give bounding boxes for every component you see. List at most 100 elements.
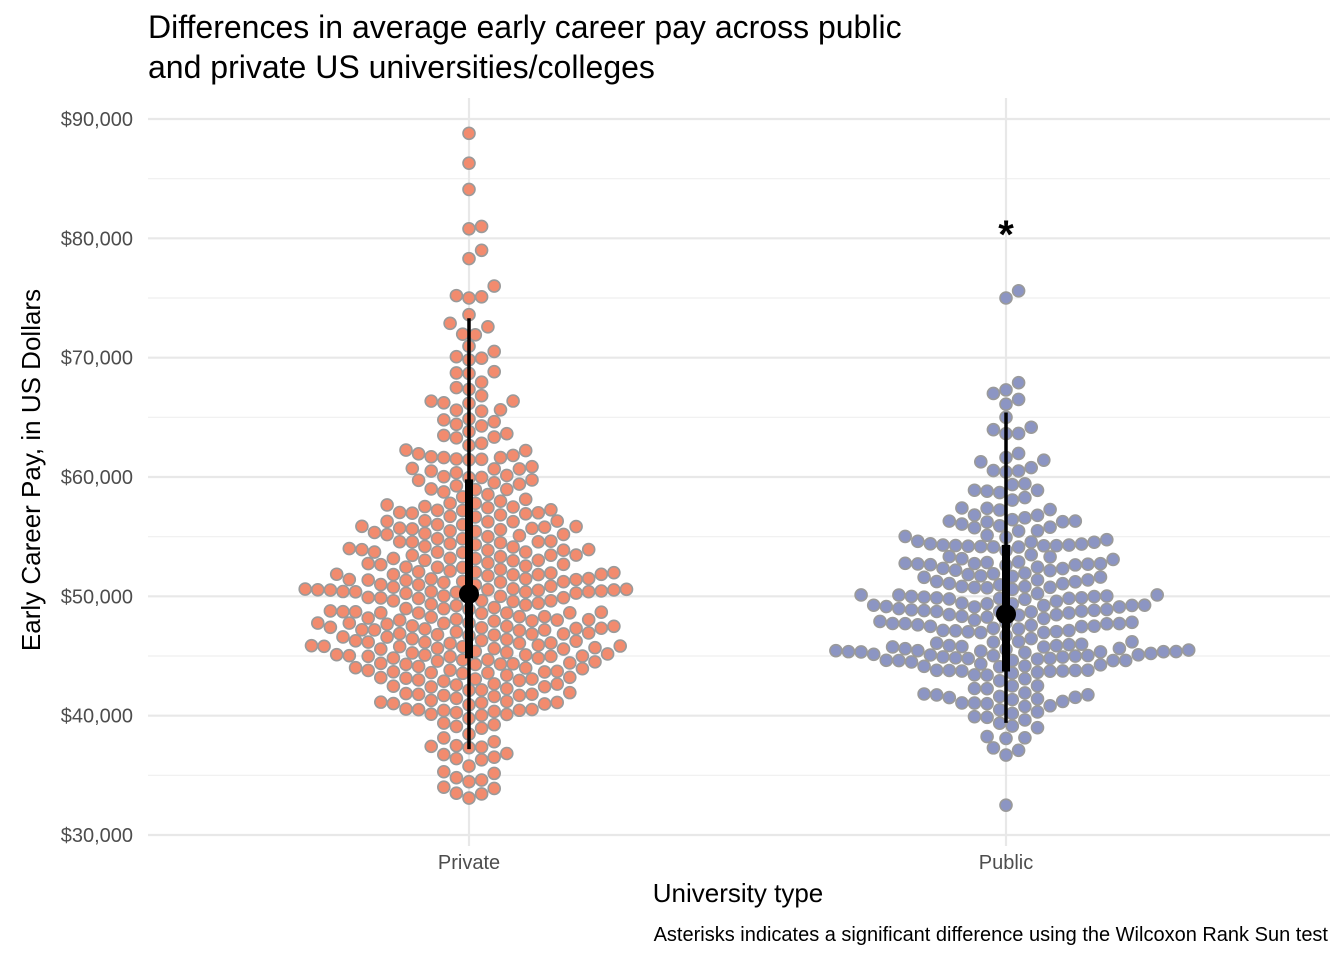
data-point (1011, 743, 1026, 758)
data-point (531, 583, 546, 598)
data-point (885, 640, 900, 654)
data-point (917, 687, 931, 701)
data-point (373, 656, 388, 671)
data-point (1106, 653, 1120, 668)
data-point (910, 534, 925, 549)
data-point (474, 351, 489, 366)
data-point (405, 646, 420, 660)
data-point (430, 641, 445, 656)
data-point (562, 605, 577, 620)
median-point (996, 604, 1016, 625)
data-point (1081, 687, 1095, 702)
data-point (1018, 686, 1032, 700)
data-point (443, 536, 457, 551)
data-point (512, 623, 527, 638)
data-point (1011, 284, 1026, 298)
data-point (1037, 453, 1051, 467)
data-point (1037, 625, 1051, 640)
data-point (898, 641, 913, 656)
data-point (449, 751, 464, 766)
data-point (506, 553, 520, 568)
data-point (1049, 638, 1064, 653)
data-point (506, 567, 520, 582)
data-point (531, 505, 546, 520)
data-point (1030, 524, 1045, 538)
data-point (380, 514, 394, 529)
data-point (436, 575, 451, 590)
data-point (424, 464, 439, 478)
data-point (342, 616, 357, 630)
data-point (1005, 692, 1020, 707)
data-point (544, 579, 558, 593)
data-point (942, 663, 957, 678)
data-point (898, 556, 913, 571)
data-point (386, 594, 401, 608)
data-point (468, 328, 483, 342)
data-point (430, 627, 445, 642)
data-point (348, 584, 363, 599)
data-point (487, 766, 502, 781)
data-point (462, 251, 476, 266)
significance-asterisk: * (998, 213, 1014, 257)
data-point (449, 349, 464, 364)
data-point (980, 681, 994, 696)
data-point (449, 417, 464, 432)
data-point (1030, 573, 1045, 587)
data-point (468, 672, 483, 686)
data-point (1093, 556, 1108, 571)
data-point (980, 501, 994, 516)
data-point (955, 501, 969, 515)
data-point (1011, 375, 1026, 390)
data-point (506, 656, 520, 671)
data-point (399, 601, 413, 616)
data-point (1093, 658, 1108, 672)
data-point (594, 567, 609, 582)
data-point (550, 695, 565, 710)
data-point (967, 696, 982, 710)
data-point (411, 565, 426, 579)
data-point (436, 450, 451, 465)
data-point (607, 565, 621, 580)
data-point (1074, 619, 1089, 634)
data-point (436, 747, 451, 762)
data-point (885, 616, 900, 631)
data-point (1030, 665, 1045, 680)
data-point (449, 366, 464, 380)
data-point (992, 503, 1007, 517)
data-point (973, 569, 988, 583)
data-point (1068, 575, 1083, 589)
data-point (1024, 631, 1038, 646)
data-point (1043, 520, 1057, 534)
data-point (474, 452, 489, 467)
data-point (1011, 540, 1026, 554)
data-point (992, 519, 1007, 533)
data-point (588, 655, 602, 669)
data-point (1024, 618, 1038, 633)
data-point (525, 473, 539, 487)
data-point (1005, 512, 1020, 527)
data-point (537, 679, 552, 694)
data-point (986, 422, 1001, 437)
data-point (424, 707, 439, 721)
data-point (1018, 699, 1032, 714)
data-point (1030, 720, 1045, 735)
data-point (986, 540, 1001, 554)
data-point (323, 583, 338, 597)
data-point (1043, 651, 1057, 666)
data-point (499, 606, 514, 620)
data-points (298, 126, 1196, 812)
data-point (298, 582, 313, 596)
data-point (361, 649, 376, 664)
data-point (904, 589, 919, 604)
data-point (1087, 603, 1101, 618)
data-point (1005, 706, 1020, 721)
data-point (481, 543, 495, 558)
data-point (955, 639, 969, 654)
data-point (562, 656, 577, 670)
data-point (474, 404, 489, 418)
data-point (436, 485, 451, 499)
data-point (992, 485, 1007, 500)
data-point (973, 455, 988, 469)
data-point (499, 681, 514, 696)
data-point (518, 571, 533, 586)
